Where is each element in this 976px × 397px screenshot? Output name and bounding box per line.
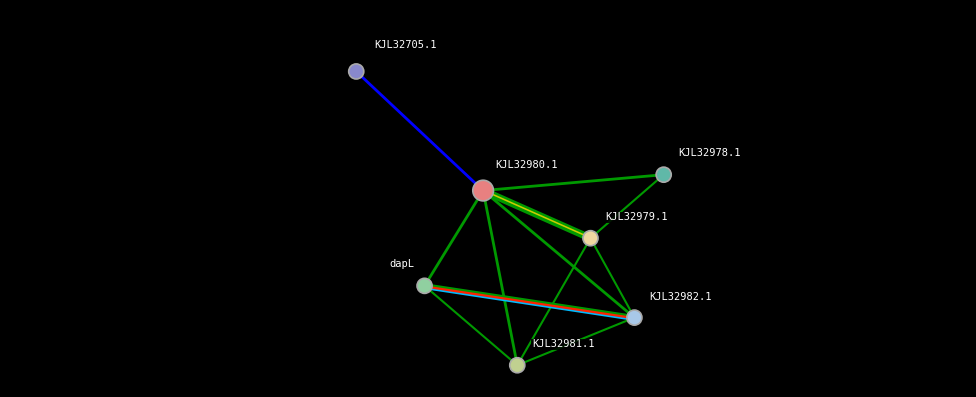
Text: KJL32982.1: KJL32982.1 xyxy=(649,292,712,302)
Ellipse shape xyxy=(417,278,432,293)
Ellipse shape xyxy=(348,64,364,79)
Ellipse shape xyxy=(472,180,494,201)
Ellipse shape xyxy=(656,167,671,182)
Text: KJL32979.1: KJL32979.1 xyxy=(605,212,668,222)
Text: KJL32981.1: KJL32981.1 xyxy=(532,339,594,349)
Ellipse shape xyxy=(509,358,525,373)
Text: dapL: dapL xyxy=(389,259,415,269)
Text: KJL32705.1: KJL32705.1 xyxy=(374,40,436,50)
Text: KJL32978.1: KJL32978.1 xyxy=(678,148,741,158)
Text: KJL32980.1: KJL32980.1 xyxy=(495,160,557,170)
Ellipse shape xyxy=(627,310,642,325)
Ellipse shape xyxy=(583,231,598,246)
